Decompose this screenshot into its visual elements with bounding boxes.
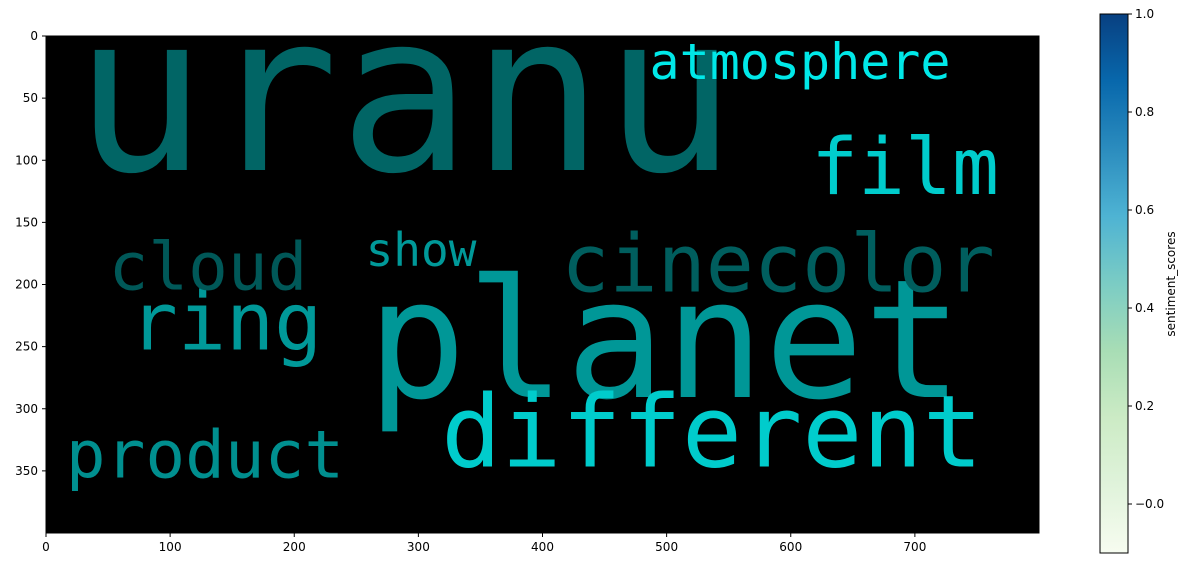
y-tick-label: 350 <box>15 464 38 478</box>
x-tick-label: 0 <box>42 540 50 554</box>
y-tick-label: 0 <box>30 29 38 43</box>
x-tick-label: 300 <box>407 540 430 554</box>
x-axis: 0 100 200 300 400 500 600 700 <box>42 533 926 554</box>
colorbar-tick-label: 1.0 <box>1135 7 1154 21</box>
x-tick-label: 100 <box>159 540 182 554</box>
x-tick-label: 600 <box>779 540 802 554</box>
y-tick-label: 250 <box>15 340 38 354</box>
y-tick-label: 300 <box>15 402 38 416</box>
image-background <box>46 36 1039 533</box>
y-tick-label: 50 <box>23 91 38 105</box>
word-uranu: uranu <box>74 0 736 222</box>
colorbar-tick-label: −0.0 <box>1135 497 1164 511</box>
y-tick-label: 100 <box>15 153 38 167</box>
colorbar-tick-label: 0.6 <box>1135 203 1154 217</box>
word-different: different <box>441 374 983 491</box>
colorbar-tick-label: 0.8 <box>1135 105 1154 119</box>
colorbar: −0.0 0.2 0.4 0.6 0.8 1.0 sentiment_scores <box>1099 7 1178 554</box>
word-planet: planet <box>367 244 963 436</box>
word-cloud: cloud <box>109 229 308 306</box>
word-show: show <box>366 223 477 277</box>
colorbar-ticks: −0.0 0.2 0.4 0.6 0.8 1.0 <box>1128 7 1164 511</box>
y-tick-label: 150 <box>15 215 38 229</box>
x-tick-label: 400 <box>531 540 554 554</box>
word-film: film <box>811 123 999 213</box>
colorbar-gradient <box>1099 13 1129 554</box>
word-cinecolor: cinecolor <box>561 218 994 311</box>
word-atmosphere: atmosphere <box>649 33 950 91</box>
x-tick-label: 500 <box>655 540 678 554</box>
colorbar-tick-label: 0.4 <box>1135 301 1154 315</box>
word-product: product <box>66 417 344 494</box>
colorbar-label: sentiment_scores <box>1164 231 1178 336</box>
word-ring: ring <box>130 276 323 369</box>
x-tick-label: 700 <box>903 540 926 554</box>
y-axis: 0 50 100 150 200 250 300 350 <box>15 29 46 478</box>
colorbar-tick-label: 0.2 <box>1135 399 1154 413</box>
y-tick-label: 200 <box>15 278 38 292</box>
x-tick-label: 200 <box>283 540 306 554</box>
